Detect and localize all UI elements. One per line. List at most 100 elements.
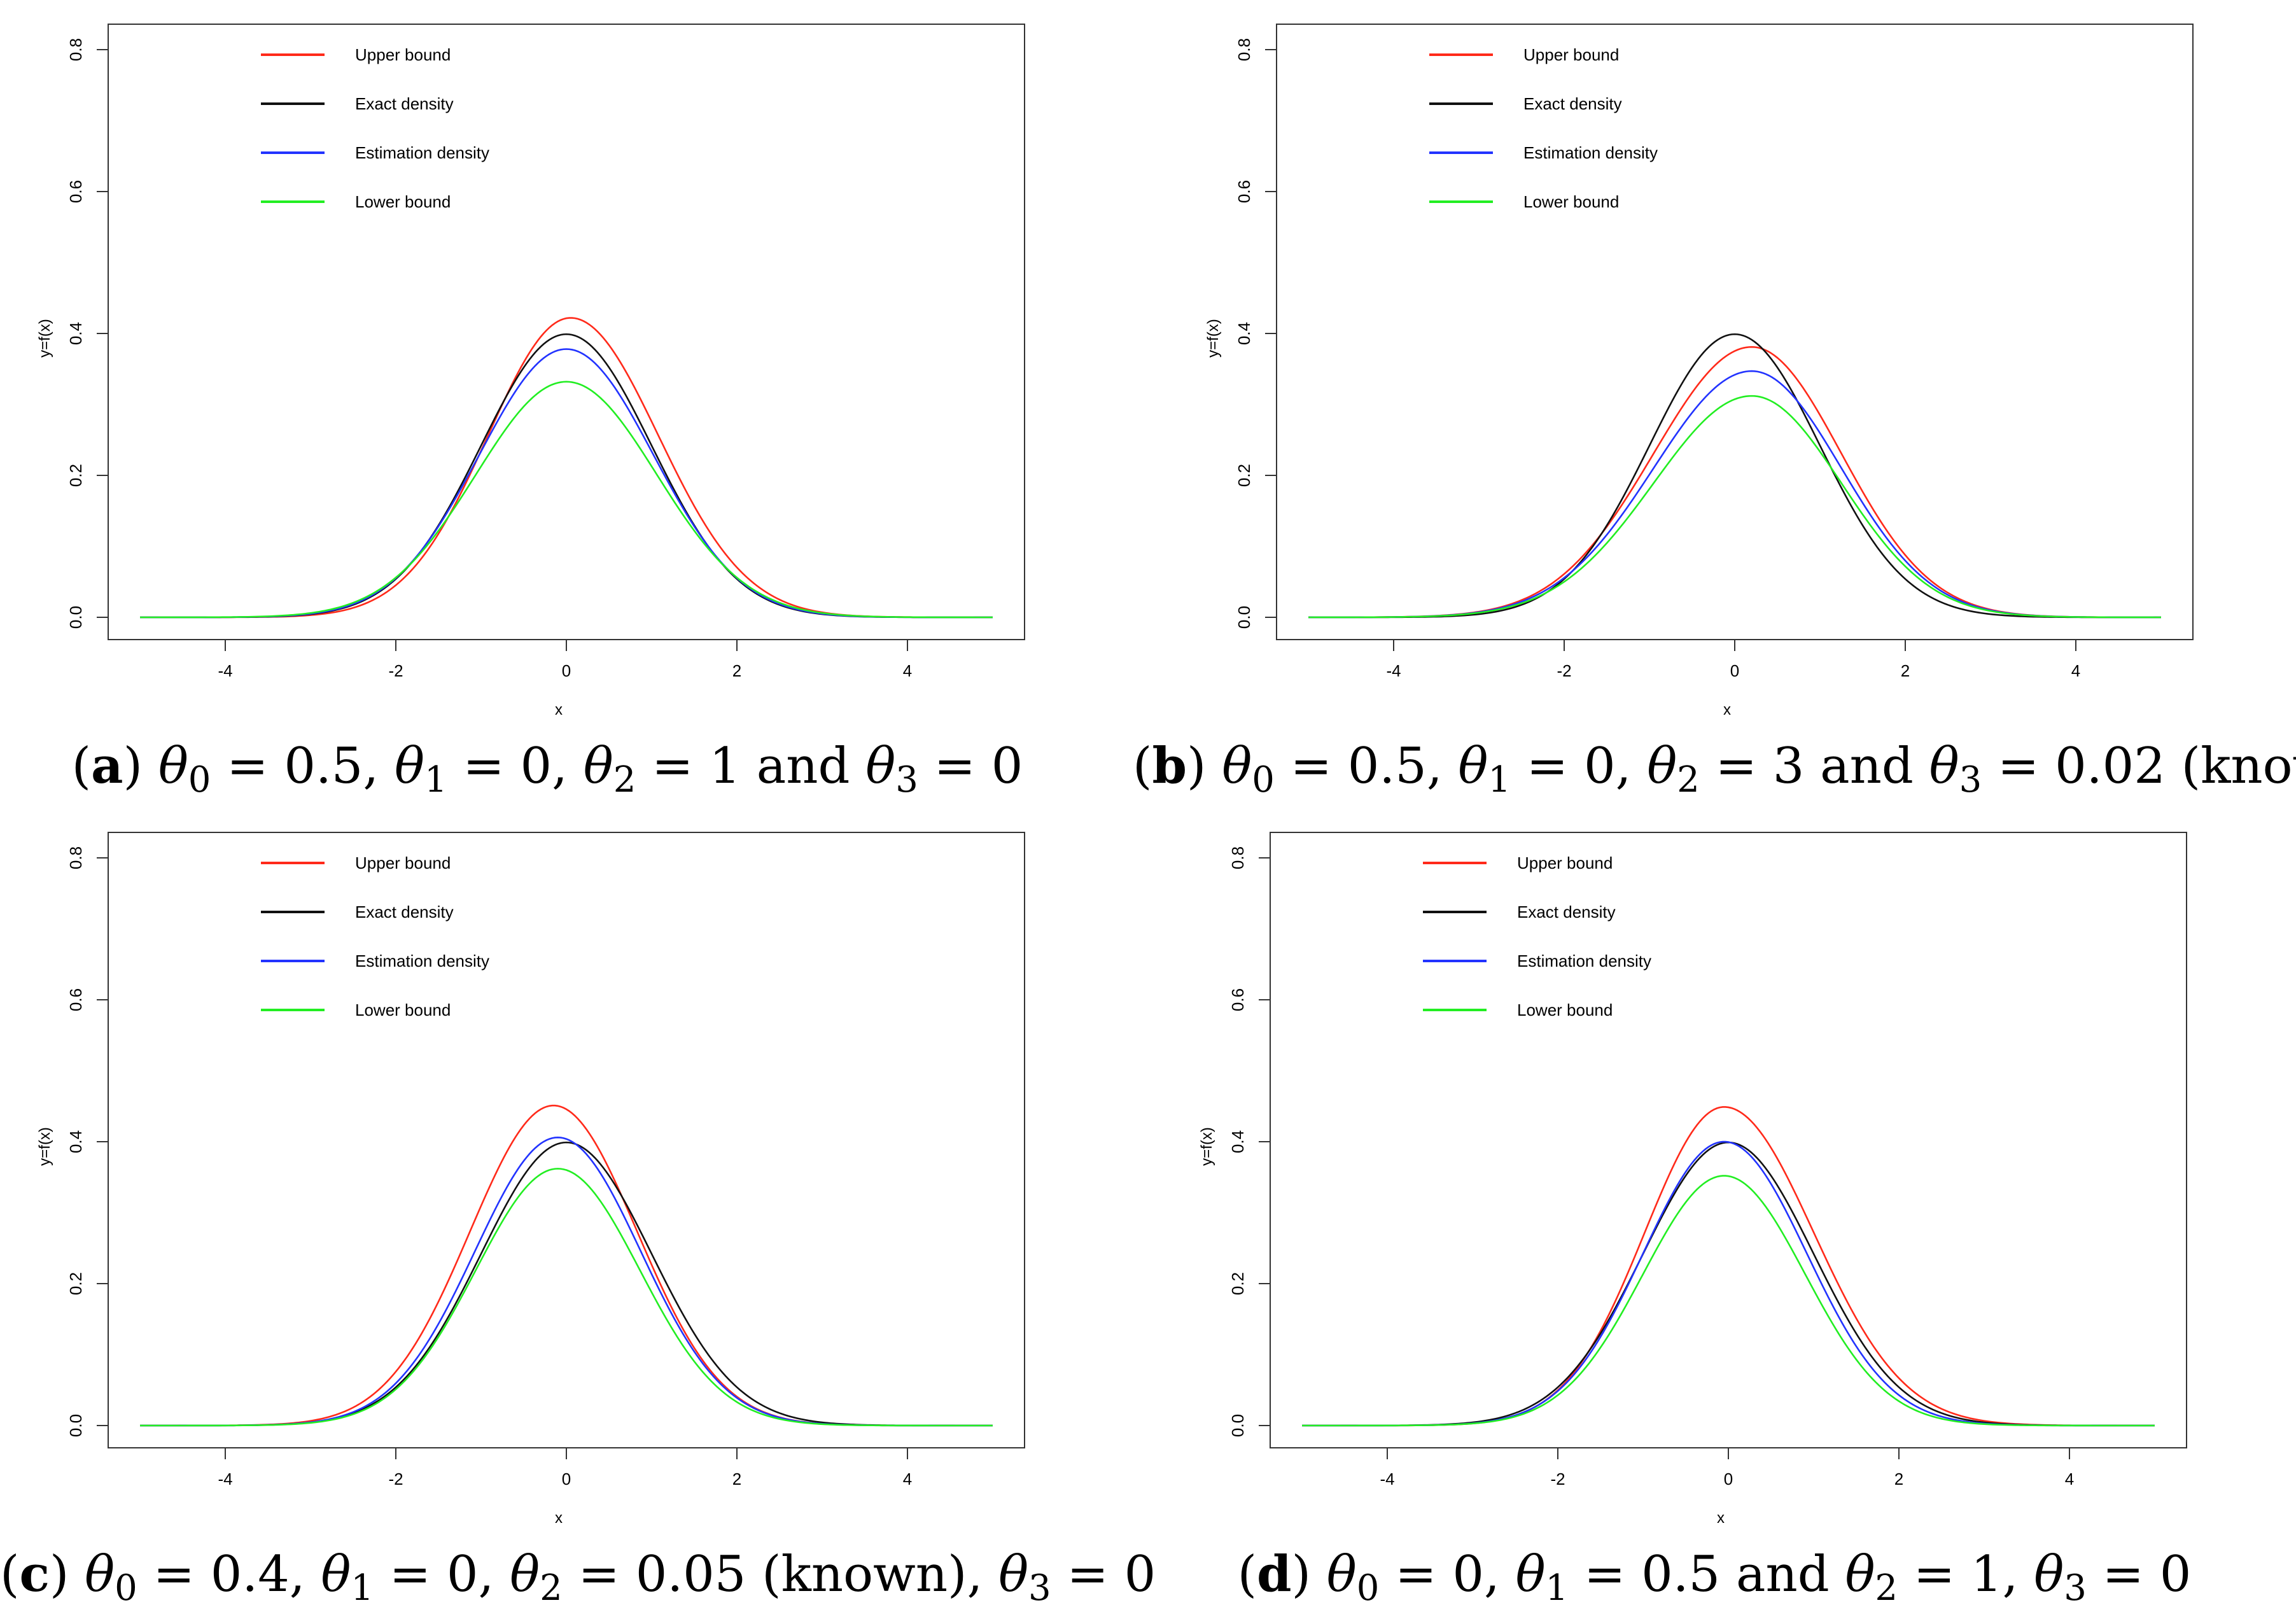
legend-label-c-1: Exact density (355, 902, 454, 922)
series-line-a-3 (140, 381, 993, 619)
x-tick-label-b-3: 2 (1901, 661, 1910, 680)
caption-b-letter: b (1152, 737, 1187, 795)
x-tick-label-a-0: -4 (218, 661, 232, 680)
series-line-b-3 (1308, 395, 2161, 619)
x-tick-label-b-2: 0 (1730, 661, 1739, 680)
legend-label-b-2: Estimation density (1523, 143, 1658, 162)
y-tick-label-c-1: 0.2 (66, 1272, 85, 1295)
series-line-d-3 (1302, 1175, 2155, 1427)
series-line-c-1 (140, 1141, 993, 1427)
y-tick-label-d-2: 0.4 (1228, 1130, 1247, 1153)
series-line-a-0 (140, 317, 993, 619)
x-tick-label-a-1: -2 (388, 661, 403, 680)
series-line-c-0 (140, 1104, 993, 1427)
plot-frame-a (108, 24, 1025, 640)
x-axis-label-a: x (555, 701, 563, 718)
caption-c-letter: c (19, 1545, 50, 1603)
chart-c: -4 -2 0 2 4 0.0 0.2 0.4 0.6 0.8 x y=f(x) Upper bound… (36, 832, 1025, 1527)
y-tick-label-c-0: 0.0 (66, 1414, 85, 1437)
legend-label-a-2: Estimation density (355, 143, 489, 162)
y-tick-label-a-4: 0.8 (66, 38, 85, 61)
x-tick-label-d-1: -2 (1550, 1469, 1565, 1489)
y-tick-label-d-4: 0.8 (1228, 846, 1247, 869)
y-tick-label-b-3: 0.6 (1235, 180, 1254, 203)
x-tick-label-a-4: 4 (903, 661, 912, 680)
legend-label-b-1: Exact density (1523, 94, 1622, 113)
y-tick-label-b-4: 0.8 (1235, 38, 1254, 61)
chart-b: -4 -2 0 2 4 0.0 0.2 0.4 0.6 0.8 x y=f(x) Upper bound… (1205, 24, 2194, 718)
y-axis-label-d: y=f(x) (1198, 1127, 1215, 1166)
x-tick-label-b-4: 4 (2071, 661, 2080, 680)
legend-label-c-3: Lower bound (355, 1000, 451, 1020)
x-tick-label-d-3: 2 (1894, 1469, 1903, 1489)
y-axis-label-c: y=f(x) (36, 1127, 53, 1166)
x-tick-label-b-1: -2 (1557, 661, 1571, 680)
caption-a: (a) θ0 = 0.5, θ1 = 0, θ2 = 1 and θ3 = 0 (71, 737, 1023, 801)
y-tick-label-d-1: 0.2 (1228, 1272, 1247, 1295)
x-tick-label-d-2: 0 (1724, 1469, 1733, 1489)
y-tick-label-b-0: 0.0 (1235, 606, 1254, 629)
chart-a: -4 -2 0 2 4 0.0 0.2 0.4 0.6 0.8 x y=f(x) Upper bound… (36, 24, 1025, 718)
y-tick-label-c-4: 0.8 (66, 846, 85, 869)
series-line-b-1 (1308, 333, 2161, 619)
caption-c: (c) θ0 = 0.4, θ1 = 0, θ2 = 0.05 (known),… (0, 1545, 1156, 1609)
y-tick-label-a-2: 0.4 (66, 322, 85, 345)
legend-label-d-0: Upper bound (1517, 853, 1613, 873)
x-tick-label-d-4: 4 (2065, 1469, 2074, 1489)
caption-a-letter: a (91, 737, 123, 795)
y-tick-label-b-2: 0.4 (1235, 322, 1254, 345)
series-line-b-0 (1308, 346, 2161, 619)
series-line-a-2 (140, 348, 993, 619)
series-line-c-2 (140, 1137, 993, 1427)
x-tick-label-b-0: -4 (1386, 661, 1401, 680)
x-tick-label-c-3: 2 (732, 1469, 741, 1489)
y-tick-label-b-1: 0.2 (1235, 464, 1254, 487)
y-tick-label-c-2: 0.4 (66, 1130, 85, 1153)
y-axis-label-a: y=f(x) (36, 319, 53, 358)
caption-b: (b) θ0 = 0.5, θ1 = 0, θ2 = 3 and θ3 = 0.… (1133, 737, 2296, 801)
legend-label-b-0: Upper bound (1523, 45, 1619, 64)
x-axis-label-c: x (555, 1510, 563, 1527)
series-line-d-2 (1302, 1140, 2155, 1427)
legend-label-c-2: Estimation density (355, 951, 489, 971)
y-tick-label-d-0: 0.0 (1228, 1414, 1247, 1437)
plot-frame-c (108, 832, 1025, 1448)
x-tick-label-a-2: 0 (562, 661, 571, 680)
y-axis-label-b: y=f(x) (1205, 319, 1222, 358)
chart-panel-a: -4 -2 0 2 4 0.0 0.2 0.4 0.6 0.8 x y=f(x) Upper bound… (25, 0, 1069, 719)
x-tick-label-c-0: -4 (218, 1469, 232, 1489)
chart-panel-c: -4 -2 0 2 4 0.0 0.2 0.4 0.6 0.8 x y=f(x) Upper bound… (25, 808, 1069, 1527)
y-tick-label-a-0: 0.0 (66, 606, 85, 629)
legend-label-a-1: Exact density (355, 94, 454, 113)
x-tick-label-c-2: 0 (562, 1469, 571, 1489)
plot-frame-d (1270, 832, 2187, 1448)
legend-label-c-0: Upper bound (355, 853, 451, 873)
y-tick-label-a-3: 0.6 (66, 180, 85, 203)
x-tick-label-a-3: 2 (732, 661, 741, 680)
x-axis-label-d: x (1717, 1510, 1725, 1527)
legend-label-a-0: Upper bound (355, 45, 451, 64)
caption-d: (d) θ0 = 0, θ1 = 0.5 and θ2 = 1, θ3 = 0 (1237, 1545, 2192, 1609)
chart-d: -4 -2 0 2 4 0.0 0.2 0.4 0.6 0.8 x y=f(x) Upper bound… (1198, 832, 2187, 1527)
legend-label-a-3: Lower bound (355, 192, 451, 211)
caption-d-letter: d (1257, 1545, 1292, 1603)
x-axis-label-b: x (1723, 701, 1731, 718)
x-tick-label-c-1: -2 (388, 1469, 403, 1489)
y-tick-label-d-3: 0.6 (1228, 988, 1247, 1011)
plot-frame-b (1276, 24, 2194, 640)
series-line-d-1 (1302, 1141, 2155, 1427)
chart-panel-b: -4 -2 0 2 4 0.0 0.2 0.4 0.6 0.8 x y=f(x) Upper bound… (1194, 0, 2237, 719)
legend-label-d-3: Lower bound (1517, 1000, 1613, 1020)
y-tick-label-c-3: 0.6 (66, 988, 85, 1011)
x-tick-label-c-4: 4 (903, 1469, 912, 1489)
chart-panel-d: -4 -2 0 2 4 0.0 0.2 0.4 0.6 0.8 x y=f(x) Upper bound… (1187, 808, 2231, 1527)
legend-label-d-1: Exact density (1517, 902, 1616, 922)
series-line-d-0 (1302, 1106, 2155, 1427)
series-line-c-3 (140, 1168, 993, 1427)
y-tick-label-a-1: 0.2 (66, 464, 85, 487)
x-tick-label-d-0: -4 (1380, 1469, 1394, 1489)
series-line-a-1 (140, 333, 993, 619)
legend-label-d-2: Estimation density (1517, 951, 1651, 971)
series-line-b-2 (1308, 370, 2161, 619)
legend-label-b-3: Lower bound (1523, 192, 1619, 211)
